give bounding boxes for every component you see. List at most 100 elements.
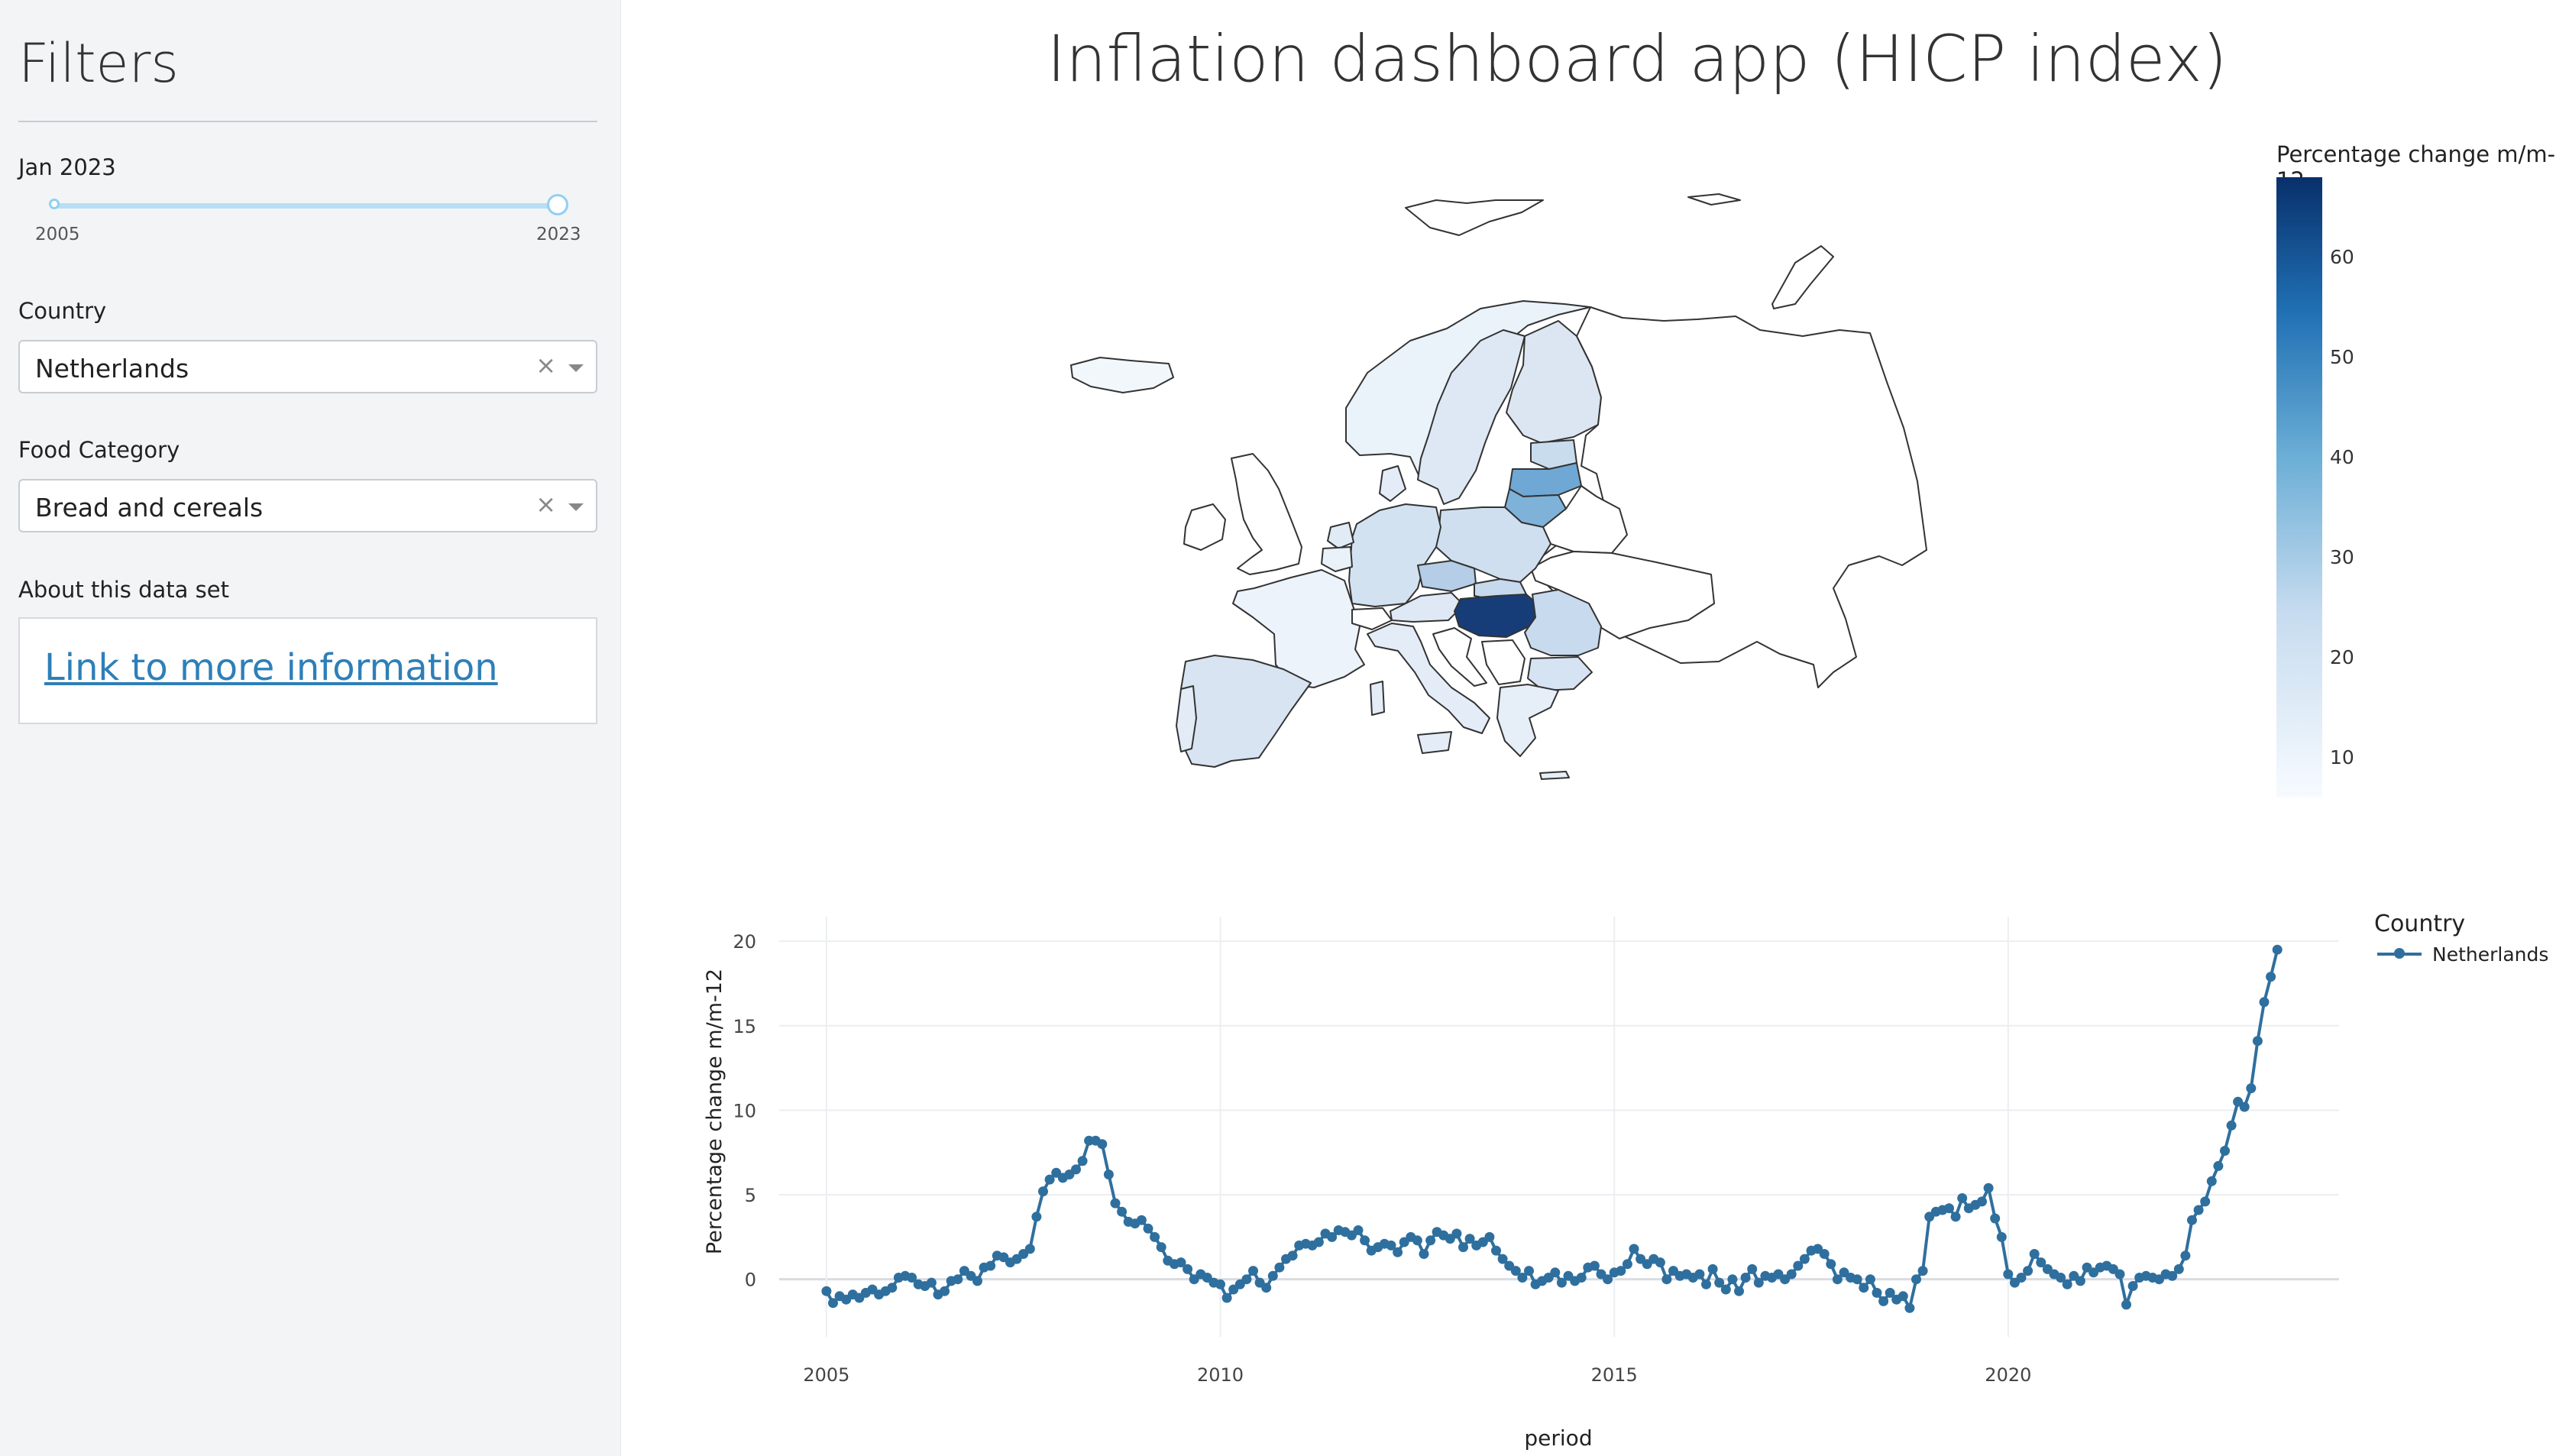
data-point[interactable]	[1353, 1225, 1364, 1235]
data-point[interactable]	[1484, 1231, 1495, 1242]
data-point[interactable]	[1655, 1257, 1665, 1268]
year-slider-min-handle[interactable]	[49, 199, 60, 209]
data-point[interactable]	[985, 1260, 996, 1271]
data-point[interactable]	[1859, 1283, 1869, 1293]
data-point[interactable]	[1740, 1273, 1751, 1283]
data-point[interactable]	[1832, 1274, 1843, 1285]
data-point[interactable]	[1550, 1267, 1561, 1278]
data-point[interactable]	[2200, 1196, 2211, 1207]
data-point[interactable]	[1911, 1274, 1921, 1285]
clear-country-icon[interactable]: ×	[535, 351, 556, 380]
data-point[interactable]	[1071, 1164, 1081, 1175]
data-point[interactable]	[1393, 1247, 1403, 1257]
data-point[interactable]	[1616, 1266, 1626, 1276]
data-point[interactable]	[1103, 1170, 1114, 1179]
data-point[interactable]	[926, 1277, 937, 1288]
data-point[interactable]	[1024, 1244, 1035, 1254]
data-point[interactable]	[1819, 1249, 1830, 1259]
data-point[interactable]	[2121, 1299, 2131, 1310]
data-point[interactable]	[953, 1274, 963, 1285]
data-point[interactable]	[1215, 1279, 1225, 1289]
data-point[interactable]	[1983, 1183, 1994, 1193]
data-point[interactable]	[1491, 1245, 1501, 1256]
data-point[interactable]	[2259, 997, 2270, 1008]
data-point[interactable]	[2193, 1205, 2204, 1215]
data-point[interactable]	[1497, 1254, 1508, 1264]
year-slider-max-handle[interactable]	[547, 194, 568, 215]
data-point[interactable]	[1576, 1273, 1587, 1283]
data-point[interactable]	[2213, 1160, 2224, 1171]
data-point[interactable]	[1720, 1284, 1731, 1295]
data-point[interactable]	[2023, 1266, 2033, 1276]
data-point[interactable]	[1694, 1269, 1705, 1280]
data-point[interactable]	[2226, 1120, 2237, 1131]
data-point[interactable]	[2016, 1273, 2027, 1283]
data-point[interactable]	[1878, 1296, 1889, 1306]
data-point[interactable]	[1248, 1266, 1258, 1276]
chevron-down-icon[interactable]	[568, 503, 584, 511]
data-point[interactable]	[1957, 1193, 1968, 1203]
data-point[interactable]	[1241, 1274, 1252, 1285]
data-point[interactable]	[1360, 1235, 1370, 1246]
data-point[interactable]	[2062, 1279, 2072, 1289]
data-point[interactable]	[1524, 1266, 1534, 1276]
data-point[interactable]	[1261, 1283, 1272, 1293]
data-point[interactable]	[821, 1286, 832, 1296]
data-point[interactable]	[1464, 1234, 1475, 1244]
data-point[interactable]	[1313, 1237, 1324, 1247]
data-point[interactable]	[2075, 1276, 2085, 1286]
data-point[interactable]	[1031, 1212, 1042, 1222]
data-point[interactable]	[2173, 1263, 2184, 1274]
data-point[interactable]	[1661, 1274, 1672, 1285]
country-dropdown[interactable]: Netherlands ×	[18, 340, 597, 393]
data-point[interactable]	[1556, 1277, 1567, 1288]
data-point[interactable]	[1589, 1260, 1600, 1271]
data-point[interactable]	[1287, 1251, 1298, 1261]
data-point[interactable]	[1150, 1231, 1160, 1242]
data-point[interactable]	[2239, 1102, 2250, 1112]
data-point[interactable]	[1510, 1266, 1521, 1276]
data-point[interactable]	[1904, 1302, 1915, 1313]
data-point[interactable]	[1747, 1263, 1758, 1274]
data-point[interactable]	[2220, 1146, 2230, 1156]
legend-item-netherlands[interactable]: Netherlands	[2377, 943, 2548, 966]
data-point[interactable]	[1714, 1277, 1725, 1288]
data-point[interactable]	[2187, 1215, 2197, 1225]
data-point[interactable]	[2252, 1036, 2263, 1047]
data-point[interactable]	[1786, 1269, 1797, 1280]
data-point[interactable]	[1274, 1262, 1285, 1273]
data-point[interactable]	[1799, 1254, 1810, 1264]
data-point[interactable]	[1852, 1274, 1862, 1285]
data-point[interactable]	[1950, 1212, 1961, 1222]
data-point[interactable]	[1425, 1235, 1436, 1246]
data-point[interactable]	[1944, 1203, 1954, 1214]
data-point[interactable]	[1044, 1174, 1055, 1185]
data-point[interactable]	[1727, 1274, 1738, 1285]
data-point[interactable]	[1707, 1263, 1718, 1274]
data-point[interactable]	[2127, 1281, 2138, 1291]
data-point[interactable]	[2036, 1257, 2046, 1268]
data-point[interactable]	[1603, 1274, 1613, 1285]
data-point[interactable]	[1898, 1291, 1908, 1302]
data-point[interactable]	[1143, 1223, 1153, 1234]
food-category-dropdown[interactable]: Bread and cereals ×	[18, 479, 597, 532]
data-point[interactable]	[1458, 1242, 1468, 1253]
data-point[interactable]	[2056, 1273, 2066, 1283]
data-point[interactable]	[2029, 1249, 2040, 1259]
data-point[interactable]	[1793, 1260, 1804, 1271]
chevron-down-icon[interactable]	[568, 364, 584, 372]
data-point[interactable]	[1267, 1270, 1278, 1281]
data-point[interactable]	[1701, 1279, 1711, 1289]
data-point[interactable]	[1451, 1228, 1462, 1239]
data-point[interactable]	[2206, 1176, 2217, 1186]
data-point[interactable]	[907, 1273, 917, 1283]
data-point[interactable]	[1117, 1206, 1128, 1217]
line-chart[interactable]: 0 5 10 15 20 2005 2010 2015 2020 Percentage cha…	[688, 901, 2368, 1456]
europe-choropleth-map[interactable]	[1047, 176, 1963, 802]
data-point[interactable]	[1622, 1259, 1632, 1270]
data-point[interactable]	[1110, 1198, 1121, 1208]
data-point[interactable]	[2167, 1270, 2178, 1281]
data-point[interactable]	[1753, 1277, 1764, 1288]
data-point[interactable]	[1734, 1286, 1744, 1296]
data-point[interactable]	[828, 1298, 838, 1309]
